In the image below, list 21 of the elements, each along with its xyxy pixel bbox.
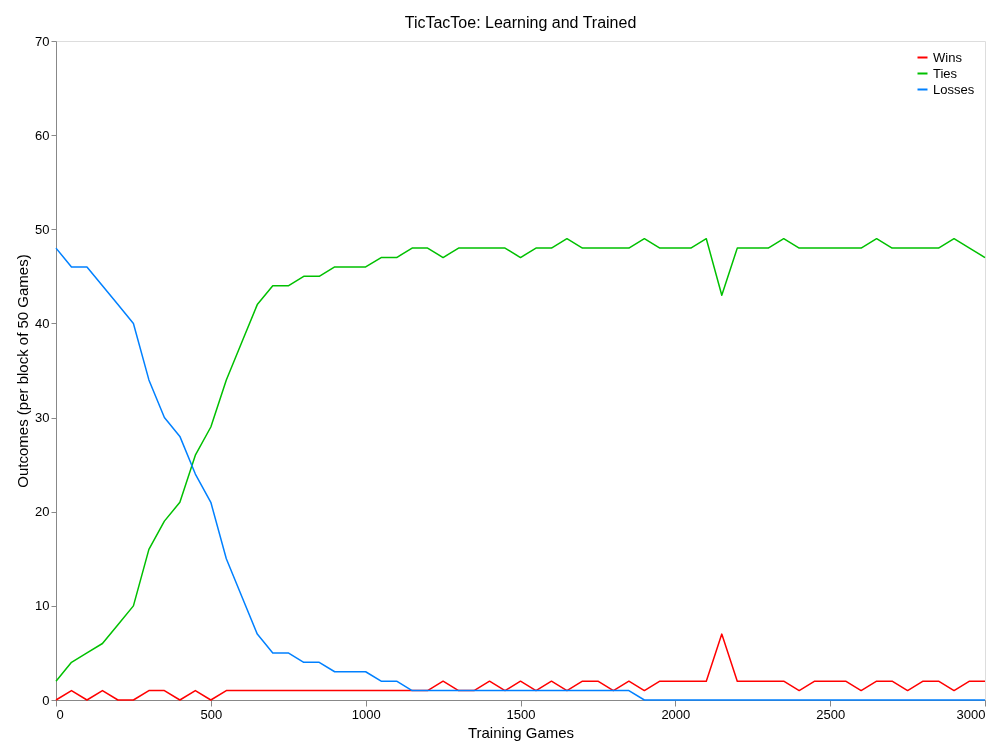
legend-label: Ties [933, 65, 958, 81]
x-tick-label: 500 [200, 706, 223, 722]
y-axis-title: Outcomes (per block of 50 Games) [14, 254, 32, 488]
x-tick-label: 3000 [956, 706, 986, 722]
y-tick-label: 0 [42, 692, 50, 708]
legend-label: Wins [933, 49, 963, 65]
y-tick-label: 70 [35, 33, 50, 49]
x-axis-title: Training Games [467, 723, 575, 741]
y-tick-label: 10 [35, 598, 50, 614]
chart-title: TicTacToe: Learning and Trained [404, 14, 637, 31]
x-tick-label: 1000 [351, 706, 381, 722]
x-tick-label: 2500 [816, 706, 846, 722]
y-tick-label: 60 [35, 127, 50, 143]
y-tick-label: 20 [35, 504, 50, 520]
legend-label: Losses [933, 81, 975, 97]
x-tick-label: 1500 [506, 706, 536, 722]
x-tick-label: 0 [56, 706, 64, 722]
y-tick-label: 30 [35, 410, 50, 426]
y-tick-label: 50 [35, 221, 50, 237]
y-tick-label: 40 [35, 315, 50, 331]
x-tick-label: 2000 [661, 706, 691, 722]
